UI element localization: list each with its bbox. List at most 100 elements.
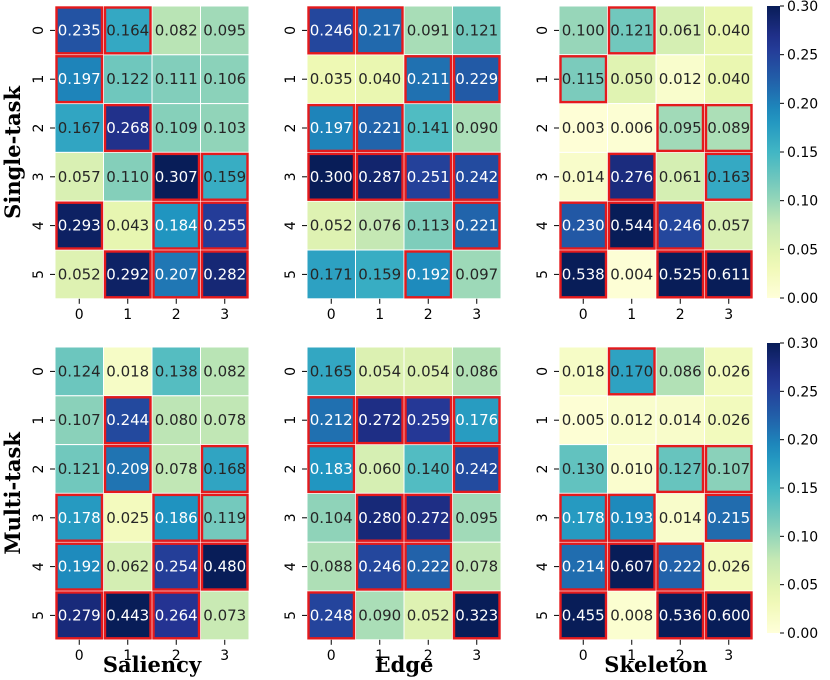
highlight-box	[152, 201, 201, 250]
cell-value: 0.130	[562, 460, 605, 478]
heatmap-cell	[355, 541, 405, 592]
cell-value: 0.113	[407, 217, 450, 235]
cell-value: 0.088	[310, 558, 353, 576]
heatmap-cell	[306, 151, 356, 202]
heatmap-cell	[200, 590, 250, 641]
highlight-box	[656, 542, 705, 591]
heatmap-cell	[54, 249, 104, 300]
x-tick-label: 2	[676, 307, 685, 323]
cell-value: 0.246	[310, 21, 353, 39]
heatmap-cell	[200, 5, 250, 56]
x-tick-label: 3	[472, 648, 481, 664]
heatmap-cell	[558, 541, 608, 592]
heatmap-cell	[200, 151, 250, 202]
heatmap-cell	[558, 5, 608, 56]
highlight-box	[452, 591, 501, 640]
highlight-box	[404, 152, 453, 201]
y-tick-label: 0	[535, 367, 551, 376]
cell-value: 0.244	[106, 411, 149, 429]
highlight-box	[656, 201, 705, 250]
x-tick-label: 3	[724, 307, 733, 323]
cell-value: 0.207	[155, 265, 198, 283]
y-tick-label: 1	[31, 416, 47, 425]
x-tick-label: 0	[579, 648, 588, 664]
heatmap-cell	[103, 151, 153, 202]
y-tick-label: 5	[31, 611, 47, 620]
heatmap-cell	[54, 395, 104, 446]
heatmap-cell	[54, 5, 104, 56]
y-tick-label: 0	[283, 367, 299, 376]
x-tick-label: 1	[375, 648, 384, 664]
cell-value: 0.035	[310, 70, 353, 88]
cell-value: 0.536	[659, 606, 702, 624]
colorbar-tick-label: 0.25	[787, 48, 818, 64]
heatmap-cell	[403, 151, 453, 202]
cell-value: 0.052	[58, 265, 101, 283]
heatmap-cell	[607, 103, 657, 153]
cell-value: 0.254	[155, 558, 198, 576]
y-tick-label: 3	[535, 513, 551, 522]
cell-value: 0.544	[610, 217, 653, 235]
cell-value: 0.209	[106, 460, 149, 478]
highlight-box	[55, 542, 104, 591]
cell-value: 0.006	[610, 119, 653, 137]
heatmap-cell	[151, 5, 201, 56]
heatmap-cell	[103, 200, 153, 251]
cell-value: 0.171	[310, 265, 353, 283]
highlight-box	[355, 152, 404, 201]
cell-value: 0.235	[58, 21, 101, 39]
cell-value: 0.264	[155, 606, 198, 624]
cell-value: 0.076	[358, 217, 401, 235]
heatmap-cell	[558, 590, 608, 641]
highlight-box	[200, 250, 249, 299]
y-tick-label: 2	[535, 124, 551, 133]
cell-value: 0.040	[707, 70, 750, 88]
cell-value: 0.018	[562, 362, 605, 380]
heatmap-cell	[103, 590, 153, 641]
cell-value: 0.052	[310, 217, 353, 235]
colorbar-tick-label: 0.15	[787, 145, 818, 161]
y-tick-label: 4	[535, 562, 551, 571]
cell-value: 0.119	[203, 509, 246, 527]
cell-value: 0.008	[610, 606, 653, 624]
y-tick-label: 0	[535, 26, 551, 35]
colorbar-tick-label: 0.10	[787, 529, 818, 545]
cell-value: 0.054	[407, 362, 450, 380]
cell-value: 0.124	[58, 362, 101, 380]
x-tick-label: 0	[579, 307, 588, 323]
heatmap-cell	[403, 249, 453, 300]
heatmap-cell	[452, 103, 502, 153]
cell-value: 0.211	[407, 70, 450, 88]
y-tick-label: 0	[31, 367, 47, 376]
cell-value: 0.159	[203, 168, 246, 186]
colorbar-2: 0.00 0.05 0.10 0.15 0.20 0.25 0.30	[767, 336, 818, 642]
cell-value: 0.082	[203, 362, 246, 380]
cell-value: 0.003	[562, 119, 605, 137]
x-tick-label: 0	[327, 648, 336, 664]
heatmap-cell	[151, 492, 201, 543]
x-tick-label: 3	[220, 307, 229, 323]
cell-value: 0.057	[58, 168, 101, 186]
cell-value: 0.078	[203, 411, 246, 429]
cell-value: 0.121	[58, 460, 101, 478]
heatmap-cell	[200, 395, 250, 446]
colorbar-tick-label: 0.15	[787, 481, 818, 497]
heatmap-cell	[151, 395, 201, 446]
heatmap-cell	[403, 54, 453, 105]
cell-value: 0.251	[407, 168, 450, 186]
cell-value: 0.323	[455, 606, 498, 624]
heatmap-cell	[355, 103, 405, 153]
highlight-box	[607, 152, 656, 201]
heatmap-cell	[103, 444, 153, 494]
heatmap-cell	[607, 151, 657, 202]
y-tick-label: 4	[283, 221, 299, 230]
heatmap-cell	[704, 590, 754, 641]
y-tick-label: 1	[31, 75, 47, 84]
highlight-box	[355, 542, 404, 591]
cell-value: 0.005	[562, 411, 605, 429]
x-tick-label: 2	[172, 307, 181, 323]
heatmap-cell	[452, 492, 502, 543]
highlight-box	[452, 444, 501, 494]
heatmap-cell	[103, 5, 153, 56]
